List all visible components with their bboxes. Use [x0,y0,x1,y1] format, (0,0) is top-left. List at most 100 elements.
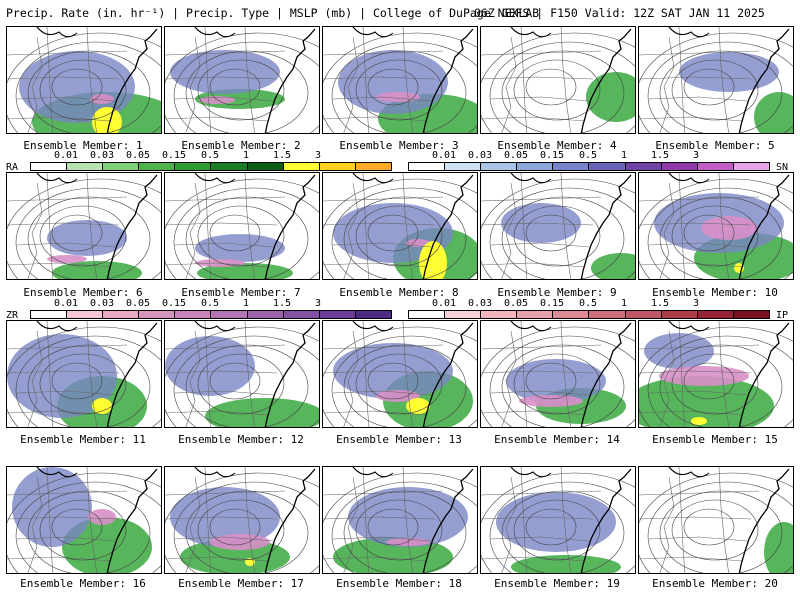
isobar [7,178,161,279]
legend-snow-tag: SN [776,162,789,173]
ensemble-member-label: Ensemble Member: 1 [23,139,143,152]
isobar [501,50,625,133]
isobar [173,335,319,427]
ice_pellets-color-swatch [697,311,734,318]
rain-color-swatch [355,163,391,170]
state-boundary [362,173,370,279]
member-map-panel [6,466,162,574]
great-lakes-outline [510,173,552,184]
isobar [323,32,477,133]
ensemble-member-label: Ensemble Member: 8 [339,286,459,299]
isobar [51,214,103,252]
state-boundary [7,76,120,80]
isobar [185,344,309,427]
ensemble-member-label: Ensemble Member: 17 [178,577,304,590]
state-boundary [165,370,278,374]
snow-area [19,51,135,123]
state-boundary [481,222,594,226]
legend-zr-colorbar [30,310,392,319]
isobar [501,196,625,279]
state-boundary [204,321,212,427]
state-boundary [165,490,286,496]
isobar [501,344,625,427]
great-lakes-outline [510,467,552,478]
state-boundary [678,27,686,133]
mix-area [90,94,114,104]
great-lakes-outline [352,321,394,332]
great-lakes-outline [194,173,236,184]
mix-area [88,509,116,525]
state-boundary [165,410,270,416]
state-boundary [46,467,54,573]
legend-snow-colorbar [408,162,770,171]
isobar [51,68,103,106]
ice_pellets-tick-label: 0.05 [503,298,529,309]
isobar [39,205,127,267]
ensemble-member-label: Ensemble Member: 3 [339,139,459,152]
state-boundary [481,344,602,350]
heavy-rain-area [92,107,122,133]
legend-rain-colorbar [30,162,392,171]
member-map-panel [322,320,478,428]
coastline [738,28,790,133]
state-boundary [323,490,444,496]
snow-tick-label: 1.5 [650,150,670,161]
ensemble-member-label: Ensemble Member: 15 [652,433,778,446]
state-boundary [323,76,436,80]
isobar [15,187,161,279]
state-boundary [490,390,590,396]
coastline [422,28,474,133]
freezing_rain-tick-label: 0.5 [200,298,220,309]
state-boundary [718,27,730,133]
state-boundary [639,516,752,520]
state-boundary [481,490,602,496]
isobar [39,499,127,561]
state-boundary [323,116,428,122]
ensemble-member-label: Ensemble Member: 4 [497,139,617,152]
state-boundary [639,222,752,226]
rain-area [591,253,635,279]
isobar [683,362,735,400]
snow-color-swatch [589,163,626,170]
state-boundary [332,390,432,396]
ensemble-member-label: Ensemble Member: 14 [494,433,620,446]
state-boundary [7,490,128,496]
state-boundary [402,27,414,133]
freezing_rain-color-swatch [139,311,176,318]
ensemble-member-label: Ensemble Member: 2 [181,139,301,152]
isobar [647,41,793,133]
legend-zr-tag: ZR [6,310,19,321]
heavy-rain-area [691,417,707,425]
state-boundary [165,76,278,80]
rain-area [180,539,290,573]
state-boundary [332,96,432,102]
ice_pellets-color-swatch [409,311,446,318]
isobar [647,187,793,279]
state-boundary [165,196,286,202]
state-boundary [718,173,730,279]
ice_pellets-tick-label: 1.5 [650,298,670,309]
state-boundary [362,467,370,573]
isobar [165,178,319,279]
isobar [209,68,261,106]
great-lakes-outline [510,27,552,38]
isobar [27,196,151,279]
coastline [738,322,790,427]
coastline [580,468,632,573]
member-map-panel [480,172,636,280]
ice_pellets-color-swatch [661,311,698,318]
rain-color-swatch [175,163,212,170]
member-map-panel [164,172,320,280]
state-boundary [7,556,112,562]
great-lakes-outline [668,467,710,478]
member-map-panel [6,320,162,428]
isobar [367,214,419,252]
state-boundary [402,467,414,573]
ensemble-member-label: Ensemble Member: 19 [494,577,620,590]
isobar [323,178,477,279]
rain-tick-label: 0.03 [89,150,115,161]
isobar [323,472,477,573]
state-boundary [46,321,54,427]
isobar [683,508,735,546]
ensemble-member-label: Ensemble Member: 12 [178,433,304,446]
